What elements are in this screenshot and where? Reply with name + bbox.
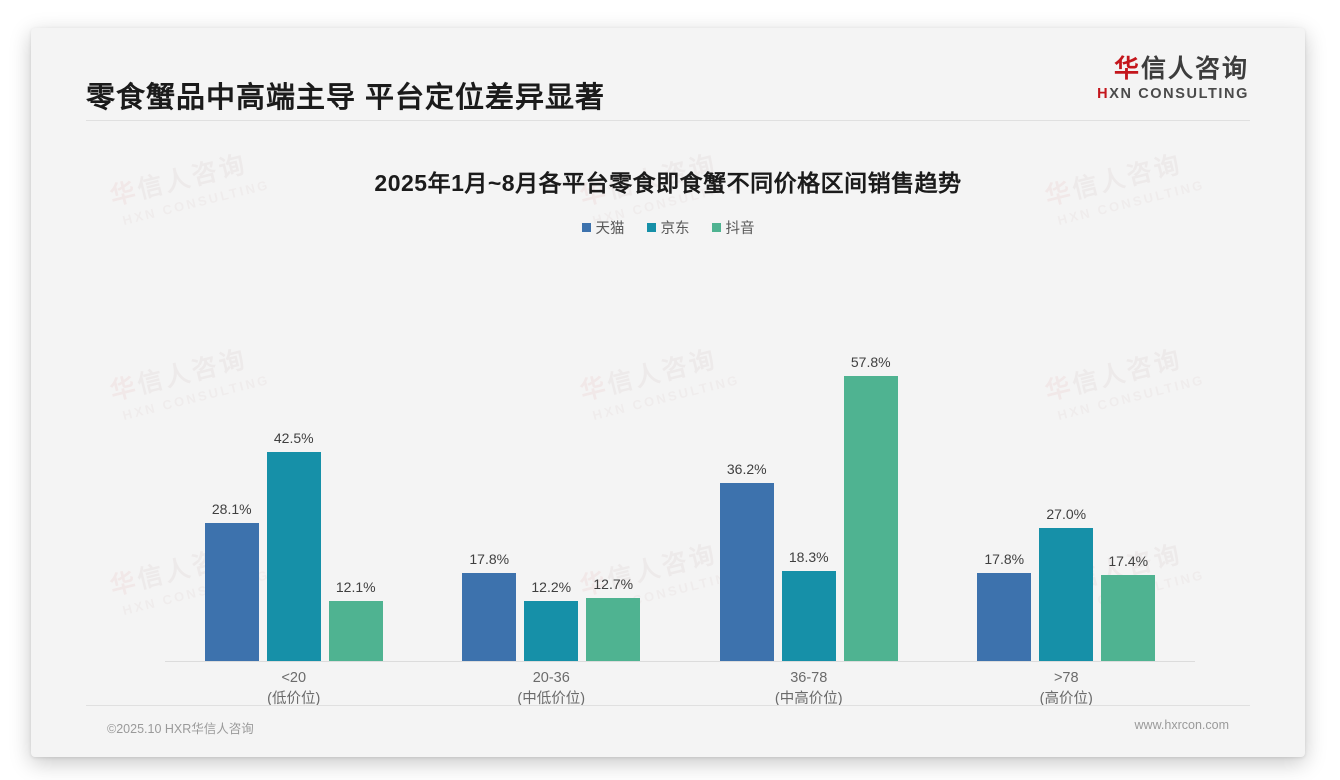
bar-value-label: 28.1% — [211, 500, 252, 517]
x-tick-20-36: 20-36 (中低价位) — [423, 668, 681, 710]
bar-天猫->78[interactable]: 17.8% — [977, 241, 1032, 661]
chart-plot-area: 28.1% 42.5% 12.1% 17.8% 12.2% 12.7% 36.2% 18.3%… — [165, 242, 1195, 662]
bar-rect[interactable] — [781, 570, 836, 661]
bar-value-label: 12.1% — [335, 579, 376, 596]
x-tick-main: 20-36 — [532, 670, 570, 686]
legend-label: 京东 — [660, 221, 690, 237]
brand-cn-red-char: 华 — [1113, 55, 1141, 83]
legend-item-京东[interactable]: 京东 — [646, 217, 690, 238]
x-tick-<20: <20 (低价位) — [165, 668, 423, 710]
bar-rect[interactable] — [1039, 528, 1094, 661]
bar-rect[interactable] — [586, 598, 641, 661]
bar-value-label: 42.5% — [273, 429, 314, 446]
bar-京东-36-78[interactable]: 18.3% — [781, 241, 836, 661]
bar-value-label: 17.8% — [469, 551, 510, 568]
x-axis-line — [165, 661, 1195, 662]
bar-抖音->78[interactable]: 17.4% — [1101, 241, 1156, 661]
bar-天猫-20-36[interactable]: 17.8% — [462, 241, 517, 661]
bar-rect[interactable] — [204, 522, 259, 661]
bar-group: 28.1% 42.5% 12.1% — [165, 241, 423, 661]
bar-value-label: 17.4% — [1108, 553, 1149, 570]
bar-value-label: 36.2% — [726, 460, 767, 477]
brand-en-red-char: H — [1097, 85, 1110, 102]
footer-website: www.hxrcon.com — [1134, 718, 1229, 732]
x-tick-sub: (低价位) — [267, 691, 321, 708]
bar-天猫-36-78[interactable]: 36.2% — [719, 241, 774, 661]
bar-抖音-<20[interactable]: 12.1% — [328, 241, 383, 661]
bar-天猫-<20[interactable]: 28.1% — [204, 241, 259, 661]
bar-group: 17.8% 12.2% 12.7% — [423, 241, 681, 661]
bar-value-label: 12.2% — [531, 578, 572, 595]
legend-item-抖音[interactable]: 抖音 — [711, 217, 755, 238]
x-tick-main: 36-78 — [790, 670, 828, 686]
brand-name-en: HXN CONSULTING — [1097, 86, 1249, 102]
bar-value-label: 17.8% — [984, 551, 1025, 568]
slide-header: 零食蟹品中高端主导 平台定位差异显著 华信人咨询 HXN CONSULTING — [31, 28, 1305, 120]
legend-swatch-icon — [711, 223, 721, 232]
bar-rect[interactable] — [719, 482, 774, 661]
bar-抖音-36-78[interactable]: 57.8% — [843, 241, 898, 661]
brand-en-rest: XN CONSULTING — [1109, 85, 1249, 102]
x-tick-sub: (高价位) — [1039, 691, 1093, 708]
legend-label: 抖音 — [725, 221, 755, 237]
bar-京东-<20[interactable]: 42.5% — [266, 241, 321, 661]
footer-divider — [86, 705, 1250, 706]
chart-container: 2025年1月~8月各平台零食即食蟹不同价格区间销售趋势 天猫 京东 抖音 28.1… — [31, 120, 1305, 712]
x-axis-labels: <20 (低价位) 20-36 (中低价位) 36-78 (中高价位) >78 (高价位) — [165, 668, 1195, 718]
bar-value-label: 57.8% — [850, 354, 891, 371]
header-divider — [86, 120, 1250, 121]
bar-京东-20-36[interactable]: 12.2% — [524, 241, 579, 661]
bar-京东->78[interactable]: 27.0% — [1039, 241, 1094, 661]
brand-cn-rest: 信人咨询 — [1140, 55, 1249, 83]
legend-item-天猫[interactable]: 天猫 — [581, 217, 625, 238]
bar-抖音-20-36[interactable]: 12.7% — [586, 241, 641, 661]
bar-value-label: 27.0% — [1046, 506, 1087, 523]
page-title: 零食蟹品中高端主导 平台定位差异显著 — [86, 82, 606, 114]
x-tick-main: <20 — [281, 670, 307, 686]
bar-rect[interactable] — [328, 601, 383, 661]
bar-group: 17.8% 27.0% 17.4% — [938, 241, 1196, 661]
footer-copyright: ©2025.10 HXR华信人咨询 — [107, 722, 254, 736]
x-tick-36-78: 36-78 (中高价位) — [680, 668, 938, 710]
bar-rect[interactable] — [524, 600, 579, 661]
legend-swatch-icon — [646, 223, 656, 232]
legend-swatch-icon — [581, 223, 591, 232]
bar-value-label: 12.7% — [593, 576, 634, 593]
bar-rect[interactable] — [266, 451, 321, 661]
brand-name-cn: 华信人咨询 — [1097, 55, 1249, 84]
chart-legend: 天猫 京东 抖音 — [31, 217, 1305, 238]
x-tick-main: >78 — [1053, 670, 1079, 686]
bar-group: 36.2% 18.3% 57.8% — [680, 241, 938, 661]
slide-card: 华信人咨询 HXN CONSULTING 华信人咨询 HXN CONSULTING 华信… — [31, 28, 1305, 757]
x-tick->78: >78 (高价位) — [938, 668, 1196, 710]
bar-rect[interactable] — [843, 376, 898, 661]
bar-rect[interactable] — [977, 573, 1032, 661]
bar-value-label: 18.3% — [788, 548, 829, 565]
legend-label: 天猫 — [595, 221, 625, 237]
brand-logo: 华信人咨询 HXN CONSULTING — [1097, 55, 1249, 102]
x-tick-sub: (中高价位) — [774, 691, 843, 708]
x-tick-sub: (中低价位) — [517, 691, 586, 708]
chart-title: 2025年1月~8月各平台零食即食蟹不同价格区间销售趋势 — [374, 170, 962, 196]
bar-rect[interactable] — [462, 573, 517, 661]
bar-rect[interactable] — [1101, 575, 1156, 661]
